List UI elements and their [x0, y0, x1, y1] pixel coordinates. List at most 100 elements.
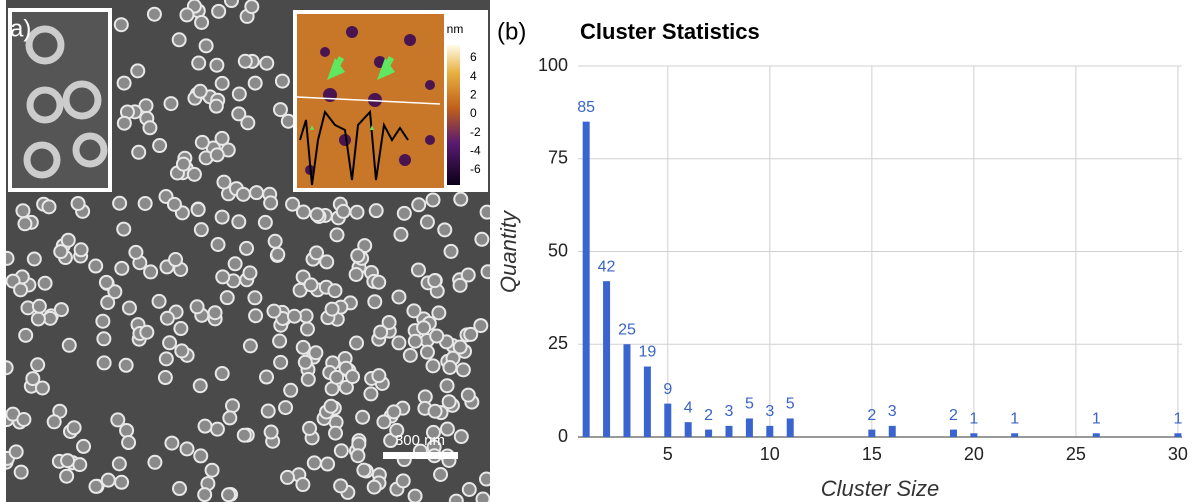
particle — [407, 304, 420, 317]
panel-label: (b) — [497, 18, 526, 45]
bar — [970, 433, 977, 437]
particle — [310, 246, 323, 259]
data-label: 5 — [745, 396, 754, 413]
data-label: 1 — [1010, 411, 1019, 428]
particle — [232, 215, 245, 228]
particle — [398, 207, 411, 220]
particle — [229, 257, 242, 270]
particle — [282, 115, 295, 128]
bar — [1174, 433, 1181, 437]
particle — [55, 303, 68, 316]
particle — [18, 217, 31, 230]
particle — [192, 57, 205, 70]
scale-bar-label: 300 nm — [395, 432, 445, 449]
particle — [165, 437, 178, 450]
particle — [31, 358, 44, 371]
particle — [10, 445, 23, 458]
particle — [48, 415, 61, 428]
particle — [33, 300, 46, 313]
particle — [211, 423, 224, 436]
particle — [216, 132, 229, 145]
particle — [115, 18, 128, 31]
particle — [148, 8, 161, 21]
particle — [222, 488, 235, 501]
particle — [454, 341, 467, 354]
data-label: 2 — [704, 407, 713, 424]
particle — [226, 399, 239, 412]
particle — [188, 168, 201, 181]
particle — [196, 136, 209, 149]
particle — [245, 0, 258, 13]
particle — [39, 277, 52, 290]
particle — [350, 268, 363, 281]
particle — [206, 464, 219, 477]
particle — [350, 206, 363, 219]
data-label: 5 — [786, 396, 795, 413]
particle — [271, 248, 284, 261]
data-label: 1 — [1092, 411, 1101, 428]
particle — [143, 121, 156, 134]
colorbar-tick-label: 4 — [470, 69, 477, 83]
particle — [1, 252, 14, 265]
particle — [97, 332, 110, 345]
scale-bar — [383, 452, 458, 459]
particle — [284, 384, 297, 397]
particle — [250, 186, 263, 199]
particle — [210, 100, 223, 113]
particle — [299, 356, 312, 369]
particle — [351, 449, 364, 462]
data-label: 1 — [969, 411, 978, 428]
particle — [394, 228, 407, 241]
particle — [443, 361, 456, 374]
particle — [221, 291, 234, 304]
x-tick-label: 5 — [663, 444, 673, 464]
particle — [303, 422, 316, 435]
particle — [54, 245, 67, 258]
particle — [412, 198, 425, 211]
particle — [441, 379, 454, 392]
particle — [209, 306, 222, 319]
particle — [331, 228, 344, 241]
particle — [321, 458, 334, 471]
particle — [455, 430, 468, 443]
particle — [111, 413, 124, 426]
particle — [17, 413, 30, 426]
y-tick-label: 25 — [548, 333, 568, 353]
particle — [368, 481, 381, 494]
particle — [409, 335, 422, 348]
particle — [26, 372, 39, 385]
particle — [132, 146, 145, 159]
particle — [139, 197, 152, 210]
particle — [194, 85, 207, 98]
particle — [357, 464, 370, 477]
particle — [60, 470, 73, 483]
data-label: 9 — [663, 381, 672, 398]
particle — [113, 197, 126, 210]
particle — [19, 329, 32, 342]
particle — [438, 223, 451, 236]
bar — [889, 426, 896, 437]
particle — [335, 444, 348, 457]
particle — [144, 265, 157, 278]
x-tick-label: 15 — [862, 444, 882, 464]
particle — [161, 312, 174, 325]
particle — [428, 274, 441, 287]
y-tick-label: 100 — [538, 55, 568, 75]
particle — [100, 276, 113, 289]
x-tick-label: 30 — [1168, 444, 1188, 464]
bar — [583, 122, 590, 437]
particle — [118, 77, 131, 90]
particle — [75, 243, 88, 256]
particle — [240, 242, 253, 255]
particle — [123, 301, 136, 314]
particle — [309, 346, 322, 359]
particle — [259, 216, 272, 229]
particle — [279, 401, 292, 414]
colorbar-tick-label: -4 — [470, 144, 481, 158]
bar — [950, 430, 957, 437]
particle — [346, 370, 359, 383]
particle — [159, 371, 172, 384]
colorbar-tick-label: 6 — [470, 50, 477, 64]
particle — [364, 387, 377, 400]
particle — [430, 330, 443, 343]
